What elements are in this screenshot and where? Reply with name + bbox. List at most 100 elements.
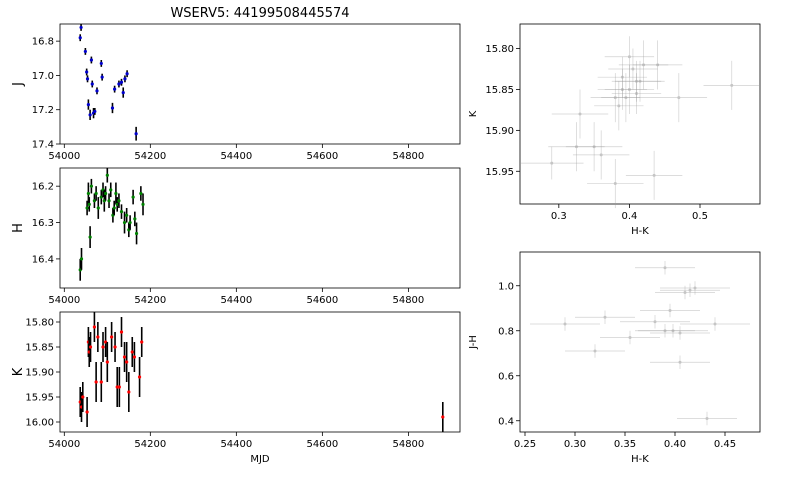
data-marker xyxy=(677,96,681,100)
x-tick-label: 0.30 xyxy=(564,439,586,450)
data-point xyxy=(94,186,98,201)
data-marker xyxy=(99,61,103,66)
data-marker xyxy=(599,153,603,157)
data-marker xyxy=(624,96,628,100)
data-point xyxy=(133,211,137,227)
data-marker xyxy=(78,36,82,40)
data-marker xyxy=(617,104,621,108)
data-point xyxy=(113,332,117,362)
y-tick-label: 15.95 xyxy=(485,167,514,178)
data-point xyxy=(655,285,715,300)
x-tick-label: 54200 xyxy=(134,439,166,450)
data-marker xyxy=(663,266,667,270)
data-point xyxy=(597,69,648,110)
data-point xyxy=(134,222,139,245)
data-point xyxy=(441,402,445,432)
y-tick-label: 0.8 xyxy=(498,326,514,337)
data-marker xyxy=(134,231,139,236)
data-marker xyxy=(678,331,682,335)
data-marker xyxy=(550,161,554,165)
x-tick-label: 54600 xyxy=(306,295,338,306)
data-point xyxy=(125,342,129,382)
data-marker xyxy=(105,360,109,364)
y-axis-label: K xyxy=(11,367,26,376)
data-marker xyxy=(113,87,117,91)
data-point xyxy=(125,208,129,223)
data-marker xyxy=(86,102,90,107)
data-point xyxy=(119,317,124,347)
data-point xyxy=(86,99,90,110)
data-marker xyxy=(103,191,108,196)
data-marker xyxy=(627,55,631,59)
x-tick-label: 0.4 xyxy=(621,211,637,222)
data-marker xyxy=(668,309,672,312)
data-marker xyxy=(117,82,121,86)
data-point xyxy=(594,81,644,131)
data-marker xyxy=(110,335,114,339)
y-tick-label: 15.80 xyxy=(25,318,54,329)
x-tick-label: 54600 xyxy=(306,439,338,450)
data-point xyxy=(119,78,124,86)
data-point xyxy=(117,193,121,208)
data-point xyxy=(650,326,710,340)
data-point xyxy=(90,80,94,88)
data-marker xyxy=(563,322,567,326)
x-tick-label: 54000 xyxy=(48,151,80,162)
data-point xyxy=(680,317,750,331)
data-marker xyxy=(113,345,117,349)
data-marker xyxy=(85,70,89,74)
data-marker xyxy=(730,83,734,87)
data-marker xyxy=(115,202,119,206)
data-marker xyxy=(101,345,105,349)
data-point xyxy=(113,85,117,93)
data-point xyxy=(650,73,708,123)
data-marker xyxy=(128,220,132,225)
x-tick-label: 54000 xyxy=(48,295,80,306)
y-axis-label: K xyxy=(468,110,479,117)
data-point xyxy=(99,60,103,67)
data-point xyxy=(95,87,99,95)
data-point xyxy=(103,186,108,201)
data-point xyxy=(99,189,103,205)
data-point xyxy=(635,324,695,338)
data-marker xyxy=(603,315,607,319)
data-marker xyxy=(88,345,93,349)
y-tick-label: 15.85 xyxy=(25,343,54,354)
data-point xyxy=(587,159,644,209)
data-marker xyxy=(140,340,144,344)
data-point xyxy=(597,56,648,98)
data-marker xyxy=(592,145,596,149)
data-point xyxy=(125,70,129,78)
data-point xyxy=(660,283,720,297)
data-marker xyxy=(613,96,617,100)
data-marker xyxy=(137,375,142,379)
data-marker xyxy=(85,77,90,81)
data-marker xyxy=(79,257,84,261)
data-marker xyxy=(130,350,134,354)
x-tick-label: 54600 xyxy=(306,151,338,162)
data-point xyxy=(140,327,144,357)
data-marker xyxy=(95,89,99,93)
data-marker xyxy=(638,79,642,83)
y-axis-label: J xyxy=(11,82,26,87)
data-marker xyxy=(578,112,582,116)
data-point xyxy=(85,397,89,427)
x-tick-label: 54200 xyxy=(134,295,166,306)
data-point xyxy=(600,330,660,345)
data-point xyxy=(115,197,119,212)
x-tick-label: 54800 xyxy=(392,295,424,306)
chart-k_vs_hk: 0.3 0.4 0.5 15.80 15.85 15.90 15.95 K H-K xyxy=(468,23,761,237)
data-point xyxy=(85,200,89,216)
data-marker xyxy=(117,385,121,389)
data-point xyxy=(114,182,118,205)
y-tick-label: 15.95 xyxy=(25,393,54,404)
data-marker xyxy=(652,173,656,177)
data-marker xyxy=(125,72,129,76)
data-point xyxy=(86,182,90,205)
x-tick-label: 54800 xyxy=(392,151,424,162)
data-marker xyxy=(132,355,137,359)
x-tick-label: 0.25 xyxy=(514,439,536,450)
data-point xyxy=(139,186,143,201)
data-marker xyxy=(705,417,709,420)
data-marker xyxy=(117,199,121,203)
